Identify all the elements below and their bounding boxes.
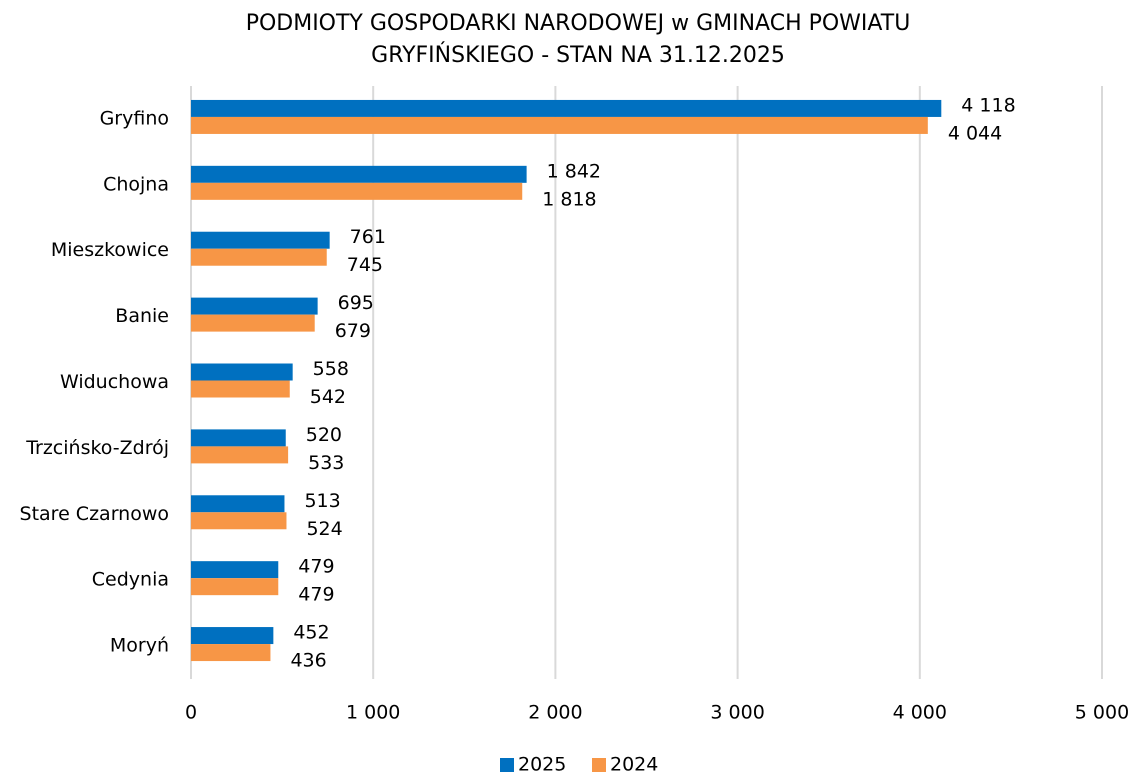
data-label: 4 118 (961, 94, 1015, 116)
y-tick-label: Mieszkowice (51, 239, 169, 261)
x-tick-label: 2 000 (528, 702, 582, 724)
data-label: 524 (306, 518, 342, 540)
data-label: 761 (350, 226, 386, 248)
bar (191, 627, 274, 645)
y-tick-label: Trzcińsko-Zdrój (25, 437, 169, 459)
bar (191, 578, 279, 596)
data-label: 1 842 (547, 160, 601, 182)
legend-label: 2025 (518, 754, 566, 773)
chart-title: GRYFIŃSKIEGO - STAN NA 31.12.2025 (371, 42, 785, 68)
data-label: 436 (290, 650, 326, 672)
bar (191, 248, 327, 266)
bar (191, 561, 279, 579)
data-label: 558 (313, 358, 349, 380)
x-tick-label: 4 000 (893, 702, 947, 724)
bar (191, 314, 315, 332)
data-label: 452 (293, 622, 329, 644)
y-tick-label: Widuchowa (60, 371, 169, 393)
y-tick-label: Banie (115, 305, 169, 327)
y-tick-label: Moryń (110, 635, 169, 657)
x-tick-label: 1 000 (346, 702, 400, 724)
data-label: 4 044 (948, 122, 1002, 144)
data-label: 513 (304, 490, 340, 512)
bar (191, 380, 290, 398)
data-label: 533 (308, 452, 344, 474)
bar (191, 297, 318, 315)
x-tick-label: 0 (185, 702, 197, 724)
bar (191, 116, 928, 134)
data-label: 542 (310, 386, 346, 408)
x-tick-label: 5 000 (1075, 702, 1129, 724)
data-label: 679 (335, 320, 371, 342)
bar (191, 446, 289, 464)
y-tick-label: Cedynia (92, 569, 169, 591)
data-label: 520 (306, 424, 342, 446)
bar (191, 644, 271, 662)
data-label: 695 (338, 292, 374, 314)
y-tick-label: Gryfino (100, 107, 169, 129)
data-label: 479 (298, 556, 334, 578)
bar (191, 512, 287, 530)
bar (191, 99, 942, 117)
bar (191, 182, 523, 200)
data-label: 745 (347, 254, 383, 276)
bar (191, 495, 285, 513)
chart-title: PODMIOTY GOSPODARKI NARODOWEJ w GMINACH … (246, 11, 911, 36)
y-tick-label: Stare Czarnowo (20, 503, 169, 525)
legend-label: 2024 (610, 754, 658, 773)
y-tick-label: Chojna (103, 173, 169, 195)
data-label: 1 818 (542, 188, 596, 210)
bar (191, 363, 293, 381)
bar (191, 231, 330, 249)
bar (191, 165, 527, 183)
data-label: 479 (298, 584, 334, 606)
legend-swatch (592, 758, 606, 772)
legend-swatch (500, 758, 514, 772)
x-tick-label: 3 000 (710, 702, 764, 724)
bar (191, 429, 286, 447)
